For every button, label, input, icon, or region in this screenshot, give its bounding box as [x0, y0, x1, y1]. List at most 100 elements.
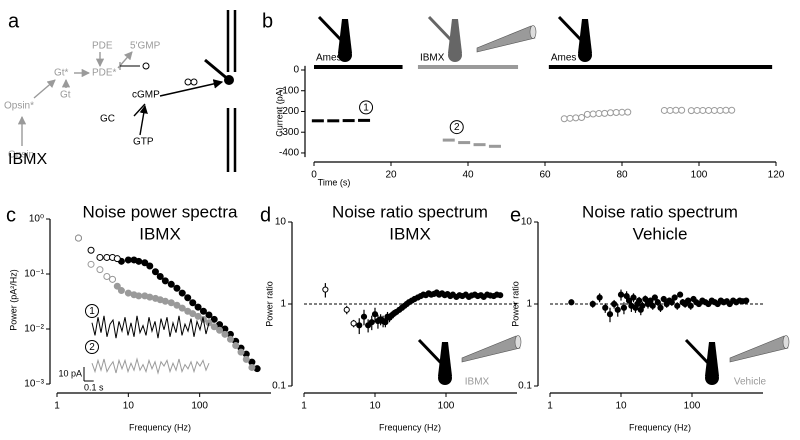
data-point	[614, 306, 621, 313]
data-point	[624, 108, 632, 116]
x-axis-label: Time (s)	[318, 177, 351, 187]
y-tick-label: 1	[280, 299, 286, 310]
x-tick-label: 60	[539, 170, 551, 181]
node-label: Opsin*	[4, 101, 34, 112]
data-point	[611, 300, 618, 308]
data-point	[368, 319, 375, 326]
data-point	[568, 299, 575, 306]
node-label: Opsin	[8, 150, 34, 161]
data-point	[194, 312, 202, 320]
y-tick-label: 0	[293, 65, 299, 76]
panel-label: b	[262, 10, 273, 32]
data-point	[722, 106, 730, 114]
node-label: Gt*	[54, 68, 69, 79]
data-point	[103, 253, 111, 261]
x-tick-label: 20	[385, 170, 397, 181]
data-point	[161, 277, 169, 285]
data-point	[743, 297, 750, 304]
x-axis-label: Frequency (Hz)	[129, 422, 191, 432]
y-tick-label: 10⁻²	[24, 324, 44, 335]
data-point	[649, 302, 656, 309]
node-label: GTP	[133, 137, 154, 148]
x-tick-label: 100	[684, 401, 701, 412]
data-point	[210, 323, 218, 331]
data-point	[710, 106, 718, 114]
data-point	[161, 297, 169, 305]
icon-label: Vehicle	[734, 377, 767, 388]
data-point	[566, 114, 574, 122]
y-tick-label: -400	[279, 148, 299, 159]
data-point	[113, 282, 121, 290]
data-point	[618, 108, 626, 116]
x-tick-label: 10	[123, 401, 135, 412]
data-point	[612, 109, 620, 117]
data-point	[642, 295, 649, 303]
noise-trace	[91, 315, 210, 339]
data-point	[199, 307, 207, 315]
data-point	[156, 273, 164, 281]
condition-label: IBMX	[420, 53, 445, 64]
data-point	[205, 319, 213, 327]
data-point	[639, 302, 646, 309]
y-axis-label: Power ratio	[264, 281, 274, 327]
y-axis-label: Power ratio	[510, 281, 520, 327]
y-tick-label: 10	[521, 217, 533, 228]
data-point	[617, 291, 625, 298]
data-point	[560, 115, 568, 123]
data-point	[602, 304, 609, 311]
data-point	[135, 292, 143, 300]
node-label: 5'GMP	[130, 41, 161, 52]
arrows	[17, 51, 150, 146]
node-label: PDE*	[92, 68, 117, 79]
data-point	[601, 109, 609, 117]
data-point	[124, 289, 132, 297]
x-tick-label: 100	[438, 401, 455, 412]
data-point	[117, 287, 125, 295]
data-point	[124, 256, 132, 264]
condition-label: Ames	[551, 53, 577, 64]
y-tick-label: -200	[279, 106, 299, 117]
x-tick-label: 80	[616, 170, 628, 181]
x-tick-label: 40	[462, 170, 474, 181]
y-axis-label: Current (pA)	[274, 87, 284, 137]
data-point	[167, 280, 175, 288]
y-tick-label: -300	[279, 127, 299, 138]
data-point	[693, 106, 701, 114]
data-point	[699, 106, 707, 114]
x-tick-label: 100	[691, 170, 708, 181]
annotation-circle	[449, 120, 464, 135]
data-point	[672, 106, 680, 114]
condition-label: IBMX	[8, 151, 47, 168]
data-point	[173, 301, 181, 309]
electrode-icon	[684, 338, 721, 387]
data-point	[572, 114, 580, 122]
x-tick-label: 10	[615, 401, 627, 412]
x-tick-label: 120	[768, 170, 785, 181]
diagram: a PDE 5'GMP Gt* PDE* Opsin* Gt cGMP GC G…	[4, 10, 237, 172]
data-point	[237, 348, 245, 356]
chart-title: Noise ratio spectrum	[332, 202, 488, 221]
data-point	[189, 310, 197, 318]
data-point	[96, 266, 104, 274]
x-axis-label: Frequency (Hz)	[629, 422, 691, 432]
data-point	[371, 311, 379, 318]
annotation-circle	[359, 100, 374, 115]
annotation: 2	[454, 122, 460, 133]
data-point	[343, 306, 350, 313]
data-point	[497, 292, 504, 299]
data-point	[671, 294, 678, 301]
data-point	[178, 304, 186, 312]
annotation-circle	[85, 304, 99, 318]
x-tick-label: 100	[191, 401, 208, 412]
x-tick-label: 0	[311, 170, 317, 181]
node-label: PDE	[92, 41, 113, 52]
data-point	[687, 107, 695, 115]
node-label: cGMP	[132, 90, 160, 101]
data-point	[146, 262, 154, 270]
panel-label: c	[6, 204, 16, 226]
chart-title: Noise power spectra	[83, 202, 239, 221]
x-axis-label: Frequency (Hz)	[379, 422, 441, 432]
data-point	[221, 330, 229, 338]
data-point	[684, 297, 692, 304]
